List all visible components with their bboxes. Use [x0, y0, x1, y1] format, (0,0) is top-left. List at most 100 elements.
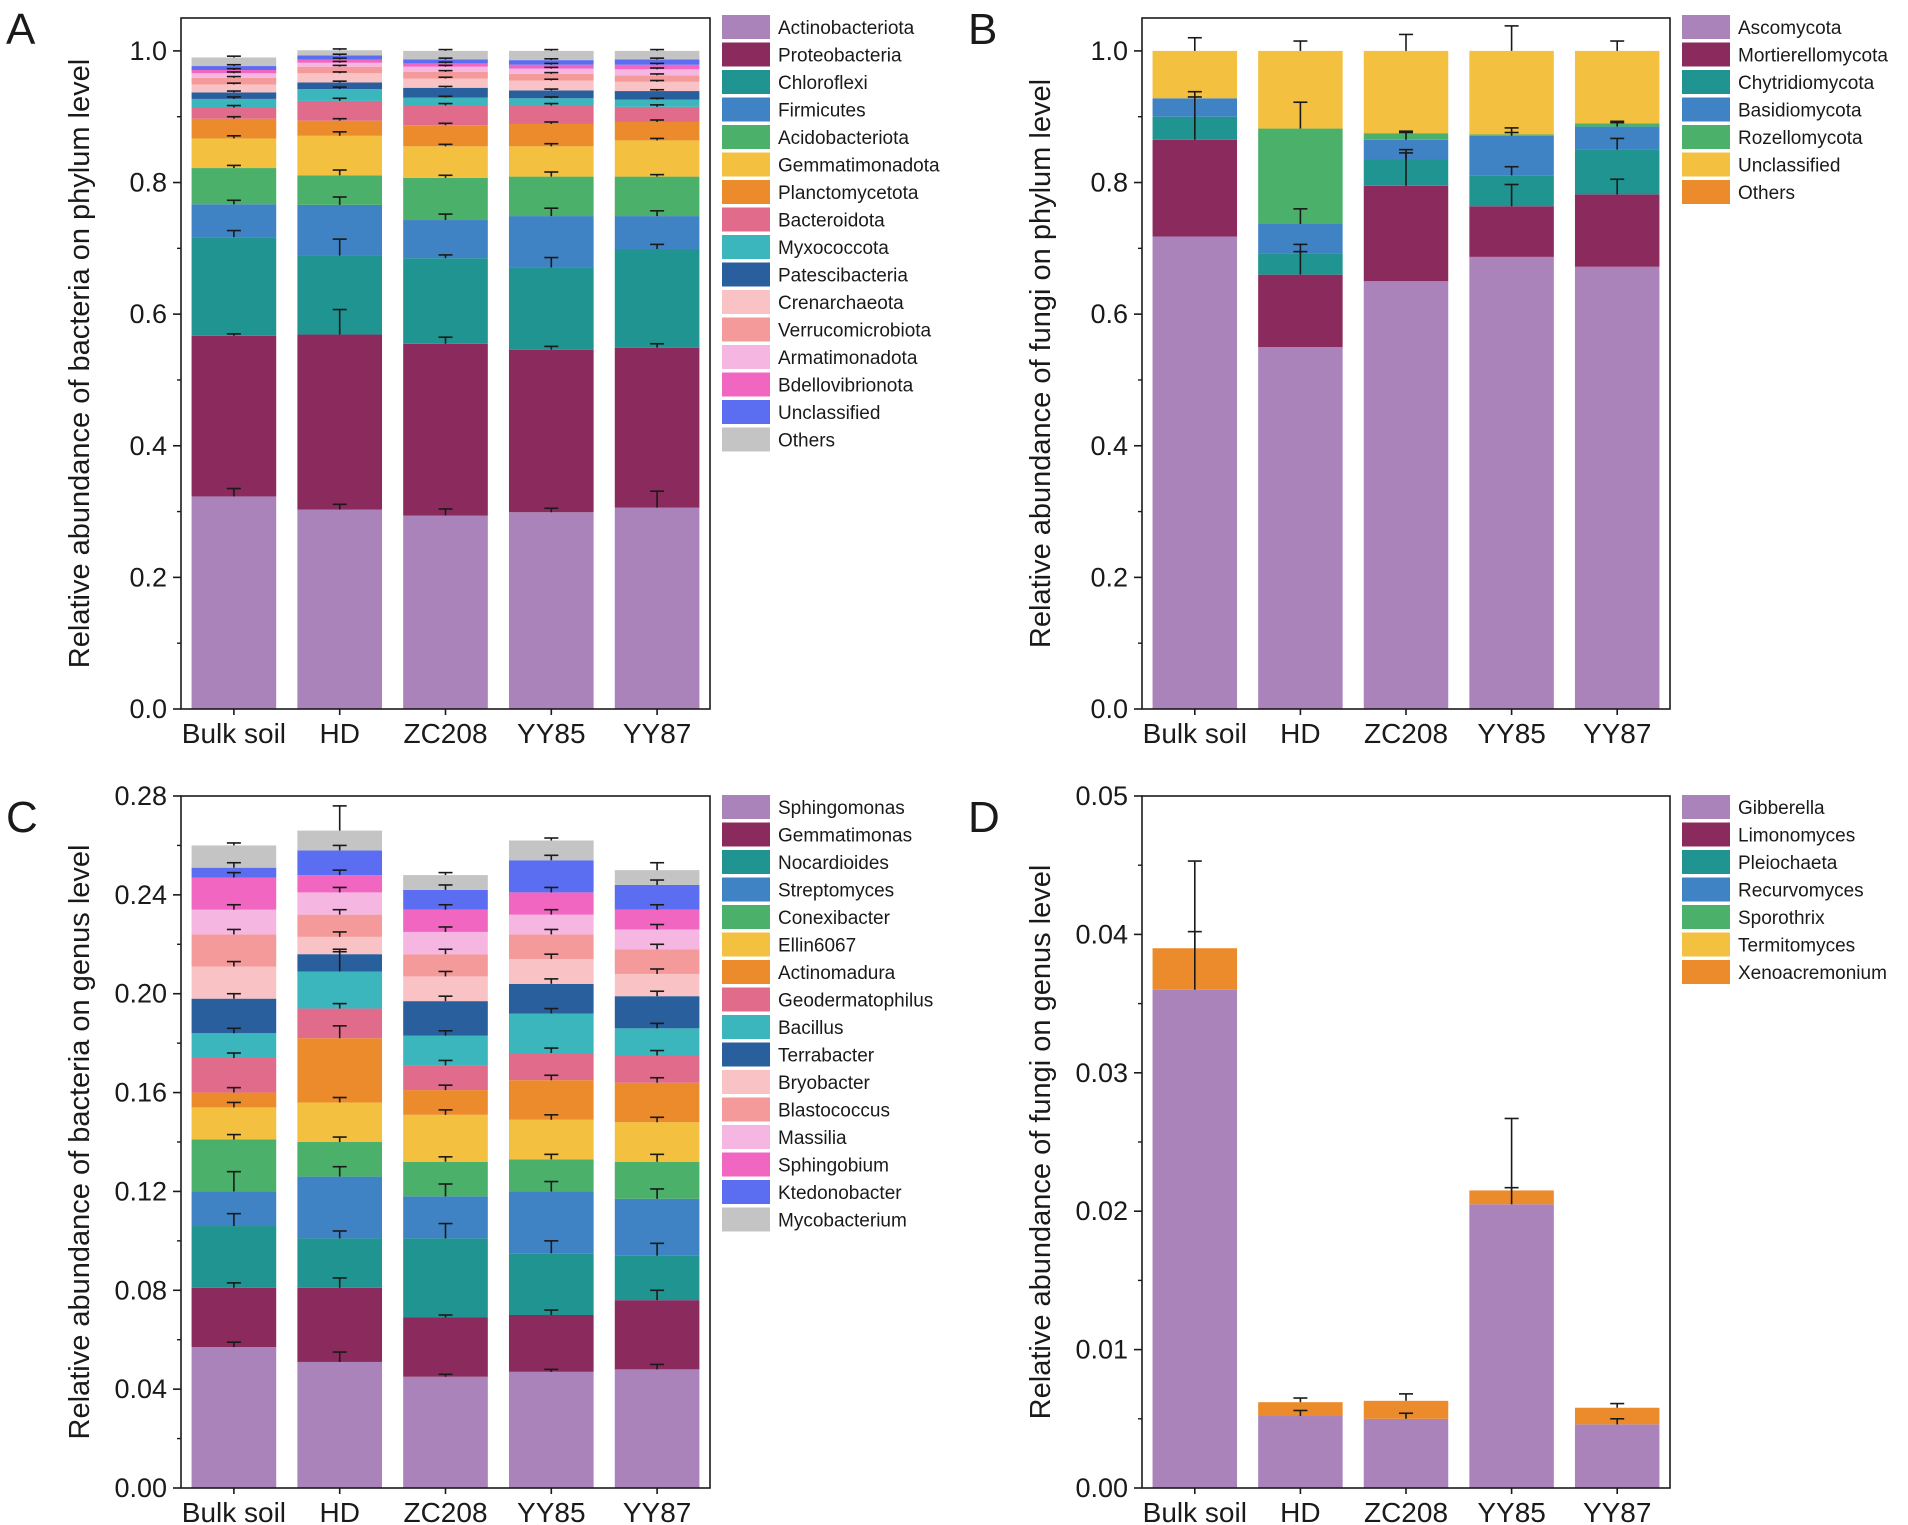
legend-label: Actinobacteriota — [778, 18, 915, 39]
legend-swatch — [722, 877, 770, 902]
y-tick-label: 0.00 — [1075, 1473, 1128, 1503]
y-tick-label: 0.8 — [129, 168, 167, 198]
error-bar — [332, 1165, 347, 1177]
y-tick-label: 0.08 — [114, 1275, 167, 1305]
bar-segment-others — [297, 50, 383, 56]
error-bar — [332, 503, 347, 510]
error-bar — [544, 171, 559, 177]
error-bar — [544, 256, 559, 268]
legend-item: Sporothrix — [1682, 905, 1825, 929]
bar-segment-ellin6067 — [508, 1119, 594, 1160]
legend-item: Planctomycetota — [722, 180, 919, 204]
legend-label: Bacillus — [778, 1018, 843, 1039]
error-bar — [650, 73, 665, 76]
error-bar — [438, 884, 453, 890]
legend-item: Firmicutes — [722, 97, 866, 122]
legend-swatch — [722, 1015, 770, 1039]
error-bar — [332, 86, 347, 90]
x-axis: Bulk soil HD ZC208 YY85 YY87 — [1143, 1488, 1651, 1525]
error-bar — [438, 1156, 453, 1162]
error-bar — [544, 48, 559, 51]
legend-item: Mycobacterium — [722, 1207, 907, 1232]
legend-swatch — [722, 1152, 770, 1177]
legend-swatch — [722, 345, 770, 369]
error-bar — [332, 60, 347, 63]
legend-swatch — [722, 290, 770, 314]
bar-segment-massilia — [403, 931, 488, 955]
legend-item: Ascomycota — [1682, 15, 1842, 39]
legend-label: Bdellovibrionota — [778, 376, 914, 397]
x-axis: Bulk soil HD ZC208 YY85 YY87 — [182, 709, 691, 749]
error-bar — [650, 67, 665, 70]
legend-item: Basidiomycota — [1682, 97, 1862, 122]
bar-segment-others — [191, 57, 277, 67]
bar-segment-actinobacteriota — [191, 496, 277, 709]
bar-segment-crenarchaeota — [614, 81, 700, 92]
legend-label: Unclassified — [1738, 156, 1840, 177]
bar-segment-gemmatimonas — [614, 1300, 700, 1370]
bar-segment-blastococcus — [403, 954, 488, 977]
chart-panel-a: A 0.0 0.2 0.4 0.6 0.8 1.0 Bulk soil HD ZC208 YY85 Y… — [6, 5, 940, 749]
bar-segment-planctomycetota — [508, 123, 594, 147]
error-bar — [226, 1212, 241, 1227]
bar-segment-massilia — [297, 892, 383, 915]
error-bar — [438, 174, 453, 178]
error-bar — [438, 1109, 453, 1115]
bar-segment-crenarchaeota — [508, 80, 594, 91]
legend-item: Nocardioides — [722, 850, 889, 874]
error-bar — [650, 210, 665, 217]
bar-segment-patescibacteria — [191, 92, 277, 99]
legend-label: Planctomycetota — [778, 183, 919, 204]
x-axis: Bulk soil HD ZC208 YY85 YY87 — [182, 1488, 691, 1525]
bar-segment-unclassified — [614, 59, 700, 65]
error-bar — [544, 58, 559, 61]
bar-segment-others — [508, 50, 594, 61]
y-tick-label: 0.05 — [1075, 781, 1128, 811]
error-bar — [438, 1183, 453, 1197]
bar-segment-gibberella — [1152, 989, 1238, 1488]
legend-item: Unclassified — [722, 400, 880, 424]
bar-segment-patescibacteria — [508, 90, 594, 99]
legend: Actinobacteriota Proteobacteria Chloroflex… — [722, 15, 940, 452]
error-bar — [544, 978, 559, 984]
legend-item: Ktedonobacter — [722, 1180, 902, 1204]
error-bar — [544, 207, 559, 217]
bar-segment-bacillus — [508, 1013, 594, 1054]
legend-item: Patescibacteria — [722, 262, 908, 287]
error-bar — [438, 61, 453, 64]
bar-segment-unclassified — [508, 60, 594, 65]
legend-swatch — [1682, 15, 1730, 39]
error-bar — [438, 1059, 453, 1066]
bar-segment-xenoacremonium — [1258, 1402, 1343, 1417]
bar-segment-ascomycota — [1363, 281, 1449, 709]
error-bar — [1504, 131, 1519, 135]
legend-label: Gemmatimonas — [778, 826, 912, 847]
legend-swatch — [1682, 905, 1730, 929]
bar-segment-mycobacterium — [297, 830, 383, 851]
y-axis: 0.0 0.2 0.4 0.6 0.8 1.0 — [129, 36, 181, 724]
y-tick-label: 1.0 — [1090, 36, 1128, 66]
x-tick-label: ZC208 — [1364, 1497, 1448, 1525]
error-bar — [226, 1133, 241, 1140]
error-bar — [650, 943, 665, 950]
error-bar — [650, 119, 665, 122]
legend-item: Rozellomycota — [1682, 125, 1863, 149]
bar-segment-nocardioides — [403, 1238, 488, 1318]
bar-segment-gemmatimonadota — [614, 140, 700, 177]
legend-item: Termitomyces — [1682, 932, 1855, 957]
legend-item: Bryobacter — [722, 1070, 871, 1094]
error-bar — [1504, 25, 1519, 51]
error-bar — [544, 1180, 559, 1192]
bar-segment-myxococcota — [403, 97, 488, 106]
error-bar — [544, 928, 559, 935]
legend-label: Sphingomonas — [778, 798, 905, 819]
bar-segment-planctomycetota — [614, 121, 700, 141]
error-bar — [332, 308, 347, 335]
error-bar — [226, 1101, 241, 1108]
legend-swatch — [722, 262, 770, 287]
legend-swatch — [722, 207, 770, 232]
legend-label: Basidiomycota — [1738, 101, 1862, 122]
legend-item: Terrabacter — [722, 1042, 875, 1067]
bar-segment-mortierellomycota — [1258, 274, 1343, 348]
x-tick-label: HD — [319, 718, 359, 749]
